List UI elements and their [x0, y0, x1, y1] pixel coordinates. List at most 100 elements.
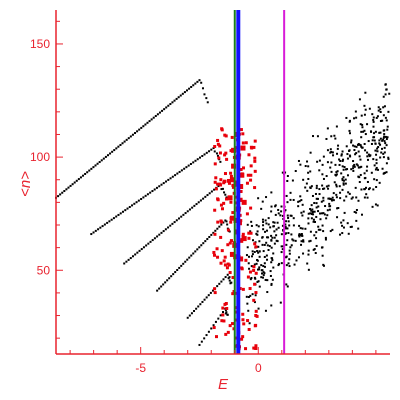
- cloud-point: [364, 176, 367, 179]
- red-point: [242, 322, 246, 326]
- cloud-point: [284, 232, 287, 235]
- cloud-point: [253, 263, 256, 266]
- band-point: [146, 193, 149, 196]
- band-point: [206, 101, 209, 104]
- cloud-point: [286, 175, 289, 178]
- band-point: [192, 84, 195, 87]
- red-large-point: [233, 217, 239, 223]
- cloud-point: [338, 158, 341, 161]
- cloud-point: [313, 201, 316, 204]
- cloud-point: [316, 160, 319, 163]
- cloud-point: [339, 233, 342, 236]
- band-point: [142, 196, 145, 199]
- cloud-point: [279, 214, 282, 217]
- band-point: [214, 229, 217, 232]
- band-point: [196, 248, 199, 251]
- cloud-point: [312, 218, 315, 221]
- cloud-point: [306, 160, 309, 163]
- band-point: [184, 212, 187, 215]
- cloud-point: [382, 138, 385, 141]
- cloud-point: [320, 200, 323, 203]
- cloud-point: [310, 217, 313, 220]
- cloud-point: [262, 224, 265, 227]
- red-point: [247, 231, 251, 235]
- band-point: [166, 279, 169, 282]
- band-point: [129, 135, 132, 138]
- red-point: [253, 169, 257, 173]
- cloud-point: [308, 240, 311, 243]
- cloud-point: [355, 196, 358, 199]
- cloud-point: [251, 253, 254, 256]
- cloud-point: [345, 116, 348, 119]
- cloud-point: [348, 149, 351, 152]
- red-point: [248, 270, 252, 274]
- red-point: [213, 162, 217, 166]
- cloud-point: [331, 196, 334, 199]
- cloud-point: [341, 232, 344, 235]
- cloud-point: [250, 255, 253, 258]
- cloud-point: [331, 151, 334, 154]
- band-point: [94, 164, 97, 167]
- red-point: [213, 180, 217, 184]
- cloud-point: [340, 153, 343, 156]
- cloud-point: [376, 147, 379, 150]
- cloud-point: [256, 250, 259, 253]
- band-point: [136, 130, 139, 133]
- cloud-point: [357, 199, 360, 202]
- red-point: [223, 153, 227, 157]
- band-point: [202, 197, 205, 200]
- cloud-point: [257, 197, 260, 200]
- cloud-point: [256, 233, 259, 236]
- cloud-point: [355, 211, 358, 214]
- cloud-point: [372, 136, 375, 139]
- band-point: [123, 262, 126, 265]
- cloud-point: [352, 160, 355, 163]
- band-point: [103, 223, 106, 226]
- cloud-point: [284, 223, 287, 226]
- cloud-point: [262, 265, 265, 268]
- cloud-point: [300, 233, 303, 236]
- red-large-point: [231, 147, 237, 153]
- red-point: [254, 271, 258, 275]
- cloud-point: [285, 194, 288, 197]
- band-point: [167, 178, 170, 181]
- band-point: [213, 188, 216, 191]
- band-point: [164, 281, 167, 284]
- cloud-point: [353, 210, 356, 213]
- cloud-point: [302, 240, 305, 243]
- band-point: [133, 202, 136, 205]
- cloud-point: [255, 262, 258, 265]
- cloud-point: [285, 243, 288, 246]
- band-point: [197, 201, 200, 204]
- band-point: [102, 157, 105, 160]
- band-point: [224, 219, 227, 222]
- band-point: [126, 207, 129, 210]
- red-point: [223, 263, 227, 267]
- cloud-point: [253, 250, 256, 253]
- cloud-point: [287, 216, 290, 219]
- cloud-point: [335, 193, 338, 196]
- cloud-point: [288, 249, 291, 252]
- cloud-point: [246, 246, 249, 249]
- cloud-point: [387, 110, 390, 113]
- cloud-point: [325, 175, 328, 178]
- red-point: [240, 239, 244, 243]
- band-point: [199, 199, 202, 202]
- band-point: [92, 231, 95, 234]
- cloud-point: [350, 197, 353, 200]
- cloud-point: [361, 123, 364, 126]
- band-point: [115, 215, 118, 218]
- band-point: [193, 204, 196, 207]
- red-point: [249, 173, 253, 177]
- band-point: [178, 170, 181, 173]
- cloud-point: [358, 181, 361, 184]
- cloud-point: [288, 252, 291, 255]
- cloud-point: [310, 209, 313, 212]
- cloud-point: [341, 177, 344, 180]
- cloud-point: [360, 165, 363, 168]
- red-point: [242, 166, 246, 170]
- band-point: [224, 276, 227, 279]
- cloud-point: [269, 274, 272, 277]
- band-point: [79, 176, 82, 179]
- cloud-point: [262, 221, 265, 224]
